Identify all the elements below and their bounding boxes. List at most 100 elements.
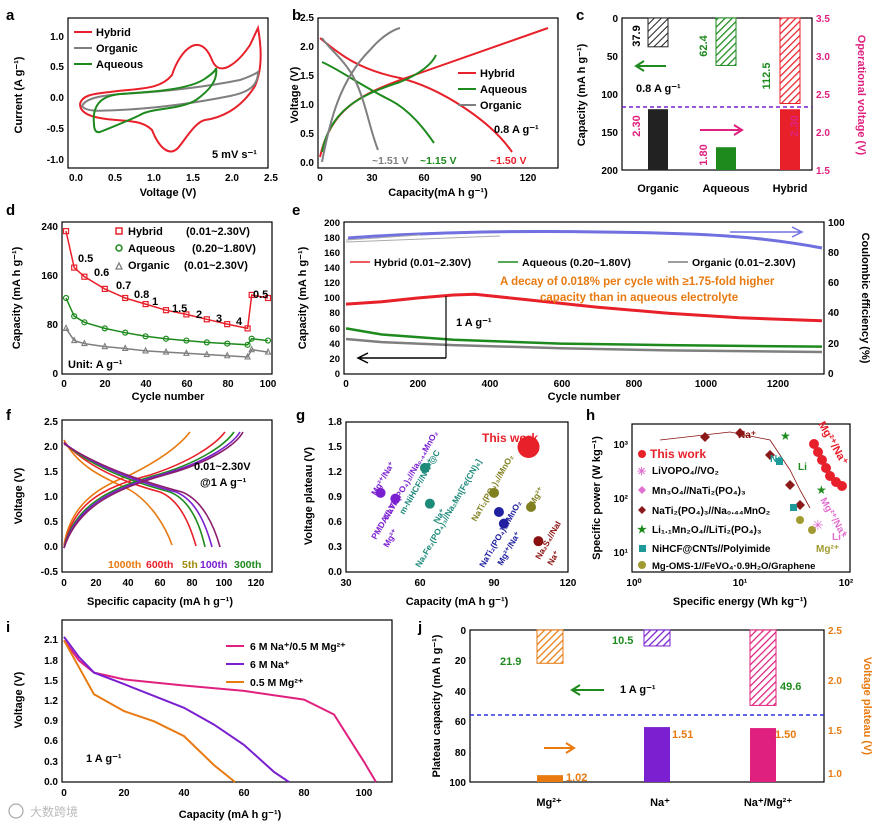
panel-e-ytick: 180 (324, 233, 340, 244)
panel-d-rate: 0.5 (78, 253, 93, 265)
panel-e-ylabel: Capacity (mA h g⁻¹) (297, 246, 309, 349)
panel-c-volt-label-organic: 2.30 (631, 115, 643, 136)
panel-f: f Voltage (V) Specific capacity (mA h g⁻… (6, 407, 273, 608)
panel-e-ylabel2: Coulombic efficiency (%) (859, 233, 871, 364)
panel-d-xtick: 20 (99, 379, 111, 390)
panel-h-xtick: 10⁰ (626, 578, 641, 589)
panel-i-series-line (63, 639, 377, 783)
panel-a-ytick: -1.0 (47, 155, 65, 166)
panel-a-xtick: 1.5 (186, 173, 200, 184)
panel-e-xtick: 400 (482, 379, 499, 390)
panel-e-annotation-1: A decay of 0.018% per cycle with ≥1.75-f… (500, 276, 775, 288)
panel-a-xtick: 1.0 (147, 173, 161, 184)
panel-a-ytick: 0.0 (50, 93, 64, 104)
panel-d-rate: 1 (152, 296, 158, 308)
panel-c-capacity-bar (715, 17, 737, 66)
panel-f-ytick: -0.5 (41, 567, 59, 578)
panel-c-cap-label-hybrid: 112.5 (761, 63, 773, 90)
panel-i-ylabel: Voltage (V) (13, 671, 25, 728)
panel-i-xtick: 80 (298, 788, 310, 799)
panel-c-category: Aqueous (702, 183, 749, 195)
panel-b-aqueous-discharge (321, 61, 435, 144)
panel-b: b Voltage (V) Capacity(mA h g⁻¹) 0 30 60… (289, 7, 559, 199)
panel-d-xtick: 60 (181, 379, 193, 390)
panel-j-ylabel: Plateau capacity (mA h g⁻¹) (431, 634, 443, 777)
panel-e-xtick: 600 (554, 379, 571, 390)
panel-e-xtick: 200 (410, 379, 427, 390)
panel-d-series-line (65, 230, 269, 330)
panel-c-category: Organic (637, 183, 679, 195)
panel-h-olive-point (808, 526, 816, 534)
panel-i-xlabel: Capacity (mA h g⁻¹) (179, 809, 282, 821)
panel-d-point (81, 319, 88, 326)
panel-d-legend-hybrid-marker (115, 227, 123, 235)
panel-f-curve-100-charge (63, 431, 241, 549)
panel-i-xtick: 100 (356, 788, 373, 799)
panel-c-category: Hybrid (773, 183, 808, 195)
panel-a-label: a (6, 7, 15, 24)
panel-c-ytick2: 3.5 (816, 14, 830, 25)
panel-h-label-na-teal: Na (770, 454, 783, 465)
panel-g-frame (345, 421, 569, 573)
panel-e-ytick2: 60 (828, 278, 840, 289)
panel-f-cycle-5: 5th (182, 559, 198, 571)
panel-e-ytick2: 0 (828, 369, 834, 380)
panel-d-point (142, 346, 149, 354)
panel-i-ytick: 2.1 (44, 635, 58, 646)
panel-f-xtick: 80 (186, 578, 198, 589)
panel-d-point (183, 349, 190, 356)
panel-f-curve-1000-discharge (63, 439, 173, 546)
panel-e-ytick: 100 (324, 293, 340, 304)
panel-h-xtick: 10² (839, 578, 854, 589)
panel-d-rate: 3 (216, 313, 222, 325)
panel-g-this-work-point (517, 436, 540, 458)
panel-e-legend-hybrid: Hybrid (0.01~2.30V) (374, 257, 471, 269)
panel-d-point (81, 339, 88, 347)
panel-f-curve-5-discharge (63, 442, 206, 548)
panel-i-legend-mg: 0.5 M Mg²⁺ (250, 677, 304, 689)
panel-c-ytick2: 2.0 (816, 128, 830, 139)
panel-b-xtick: 60 (418, 173, 430, 184)
panel-e-ytick2: 100 (828, 218, 845, 229)
panel-c-volt-label-hybrid: 2.30 (789, 115, 801, 136)
panel-d-point (101, 285, 108, 292)
panel-h-points: ★ ★ ✳ (659, 428, 847, 534)
panel-g-point (390, 493, 401, 504)
panel-g-point (419, 462, 430, 473)
panel-b-plateau-hybrid: ~1.50 V (490, 155, 527, 167)
panel-e-rate: 1 A g⁻¹ (456, 317, 492, 329)
panel-d-rate: 2 (196, 309, 202, 321)
panel-c-ylabel2: Operational voltage (V) (855, 35, 867, 156)
panel-h-legend-marker-6 (638, 561, 646, 569)
panel-h-legend-marker-5 (639, 545, 646, 552)
panel-j-ytick: 40 (455, 687, 467, 698)
panel-j-category: Na⁺ (650, 797, 670, 809)
panel-i-series-line (63, 636, 290, 783)
panel-d-unit: Unit: A g⁻¹ (68, 359, 123, 371)
panel-f-xtick: 20 (90, 578, 102, 589)
panel-d-point (101, 342, 109, 350)
panel-j-ytick: 60 (455, 717, 467, 728)
panel-h-olive-point (796, 516, 804, 524)
panel-j-ytick2: 1.0 (828, 769, 842, 780)
panel-i-label: i (6, 619, 10, 636)
panel-b-ytick: 1.5 (300, 71, 314, 82)
panel-g-ylabel: Voltage plateau (V) (303, 447, 315, 546)
panel-d-point (81, 273, 88, 280)
panel-c-voltage-bar (716, 147, 736, 170)
panel-g-ytick: 1.2 (328, 467, 342, 478)
panel-f-curve-100-discharge (63, 442, 213, 548)
panel-e-arrow-right (730, 226, 804, 238)
panel-c-arrow-right (700, 124, 744, 136)
panel-c-capacity-bar (779, 17, 801, 104)
panel-j-ytick: 80 (455, 748, 467, 759)
panel-h-ylabel: Specific power (W kg⁻¹) (591, 436, 603, 560)
panel-d-rate: 0.7 (116, 280, 131, 292)
panel-g-xlabel: Capacity (mA h g⁻¹) (406, 596, 509, 608)
panel-j-voltage-bar (537, 775, 563, 782)
panel-g-this-work: This work (482, 431, 538, 445)
panel-d-legend-hybrid: Hybrid (128, 226, 163, 238)
panel-f-ytick: 2.5 (44, 417, 58, 428)
panel-i-ytick: 0.6 (44, 736, 58, 747)
panel-c-ytick2: 2.5 (816, 90, 830, 101)
